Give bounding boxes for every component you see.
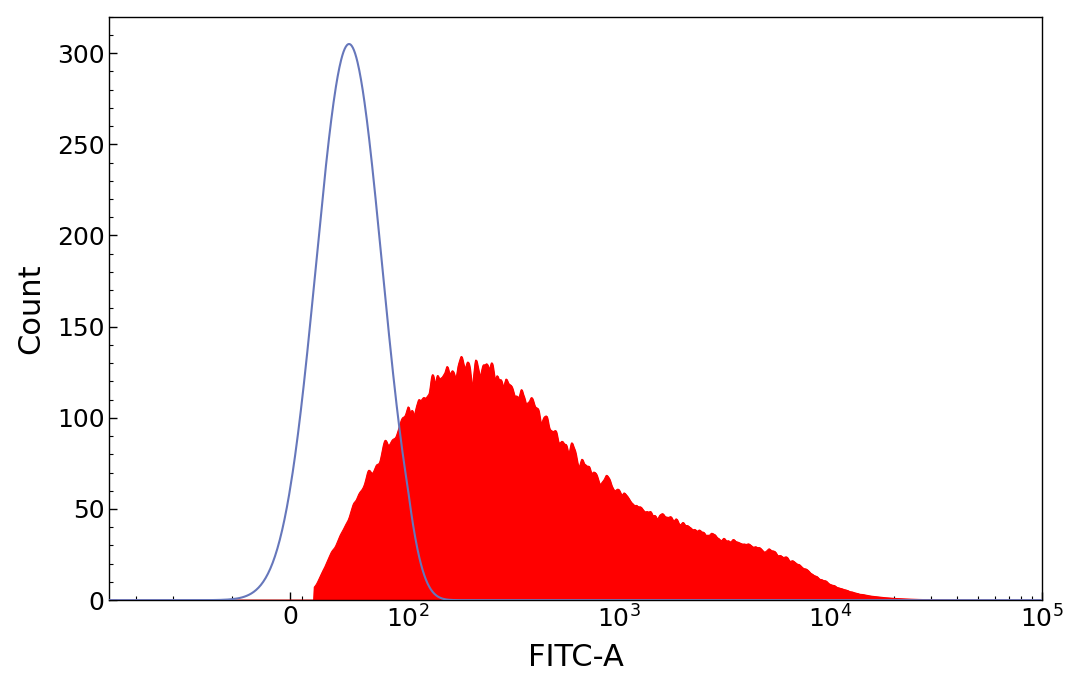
Y-axis label: Count: Count xyxy=(16,263,45,353)
X-axis label: FITC-A: FITC-A xyxy=(527,644,623,672)
